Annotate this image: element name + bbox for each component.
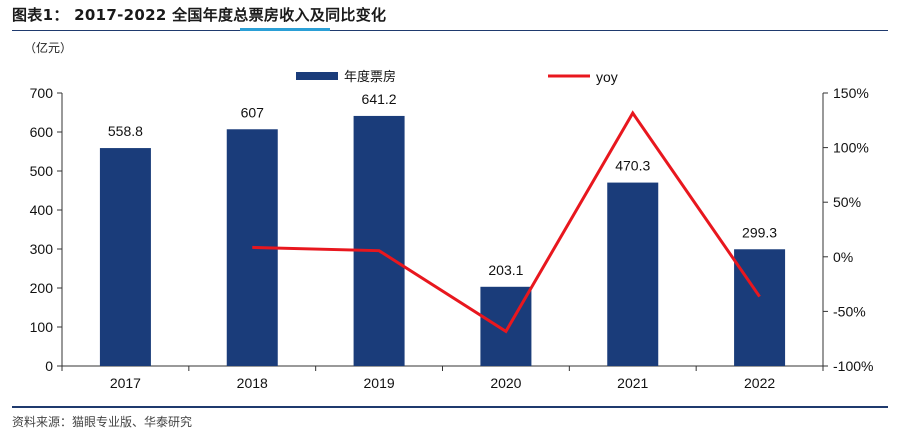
x-tick-label: 2017 xyxy=(110,375,141,391)
right-tick-label: 150% xyxy=(833,85,869,101)
axes-group: （亿元） 0 100 200 300 400 500 600 700 -100% -50% 0% 50%… xyxy=(24,40,873,391)
bar-data-label-2018: 607 xyxy=(241,104,265,120)
x-tick-label: 2021 xyxy=(617,375,648,391)
bar-2017 xyxy=(99,148,151,366)
left-tick-label: 700 xyxy=(30,85,54,101)
legend-label-bar: 年度票房 xyxy=(344,69,396,85)
x-tick-label: 2018 xyxy=(237,375,268,391)
bar-data-label-2020: 203.1 xyxy=(488,262,523,278)
left-tick-label: 0 xyxy=(45,358,53,374)
right-tick-label: -50% xyxy=(833,303,866,319)
bar-data-label-2021: 470.3 xyxy=(615,158,650,174)
left-tick-label: 500 xyxy=(30,163,54,179)
left-tick-label: 600 xyxy=(30,124,54,140)
right-tick-label: 0% xyxy=(833,249,853,265)
source-note: 资料来源：猫眼专业版、华泰研究 xyxy=(12,415,193,429)
left-tick-label: 100 xyxy=(30,319,54,335)
right-tick-label: 50% xyxy=(833,194,861,210)
right-tick-label: -100% xyxy=(833,358,873,374)
footer-divider xyxy=(12,406,888,408)
bars-group: 558.8 607 641.2 203.1 470.3 299.3 xyxy=(99,91,786,366)
bar-data-label-2017: 558.8 xyxy=(108,123,143,139)
x-tick-label: 2020 xyxy=(490,375,521,391)
chart-title: 图表1： 2017-2022 全国年度总票房收入及同比变化 xyxy=(12,6,387,24)
legend: 年度票房 yoy xyxy=(296,69,618,85)
title-accent-bar xyxy=(240,28,330,31)
x-tick-label: 2019 xyxy=(364,375,395,391)
bar-2019 xyxy=(353,115,405,366)
y-axis-unit-label: （亿元） xyxy=(24,40,72,55)
legend-label-line: yoy xyxy=(596,69,618,85)
legend-swatch-bar xyxy=(296,72,338,80)
bar-data-label-2019: 641.2 xyxy=(362,91,397,107)
left-tick-label: 400 xyxy=(30,202,54,218)
bar-2022 xyxy=(734,249,786,366)
title-divider xyxy=(12,30,888,31)
left-tick-label: 300 xyxy=(30,241,54,257)
chart-area: （亿元） 0 100 200 300 400 500 600 700 -100% -50% 0% 50%… xyxy=(24,40,873,391)
right-tick-label: 100% xyxy=(833,140,869,156)
left-tick-label: 200 xyxy=(30,280,54,296)
bar-data-label-2022: 299.3 xyxy=(742,224,777,240)
yoy-line-group xyxy=(252,110,761,334)
bar-2021 xyxy=(607,182,659,366)
x-tick-label: 2022 xyxy=(744,375,775,391)
